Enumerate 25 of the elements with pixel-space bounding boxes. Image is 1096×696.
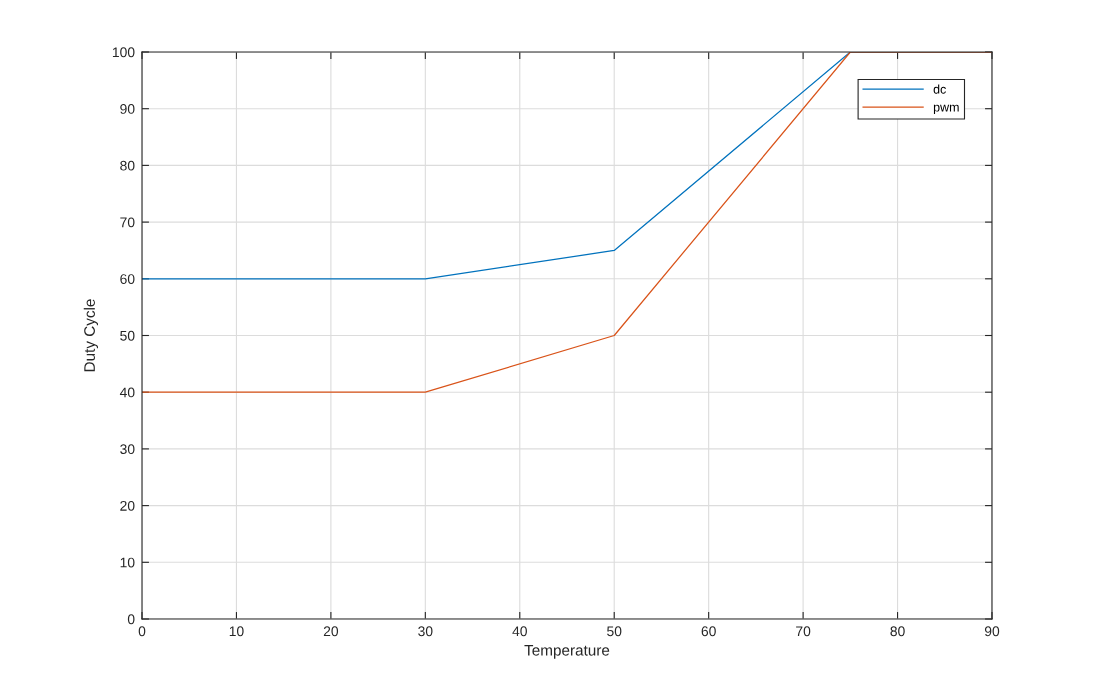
x-tick-label: 90: [984, 626, 1000, 637]
legend-label: dc: [933, 84, 946, 94]
x-tick-label: 40: [512, 626, 527, 637]
x-tick-label: 0: [138, 626, 146, 637]
y-tick-label: 10: [120, 557, 135, 568]
y-tick-label: 60: [120, 274, 135, 284]
y-tick-label: 90: [120, 104, 135, 114]
legend-label: pwm: [933, 104, 959, 115]
x-tick-label: 20: [323, 626, 339, 637]
y-axis-title: Duty Cycle: [83, 299, 98, 372]
y-tick-label: 100: [112, 47, 135, 58]
x-axis-title: Temperature: [524, 645, 610, 659]
x-tick-label: 50: [607, 626, 622, 637]
y-tick-label: 50: [120, 330, 135, 341]
y-tick-label: 20: [120, 500, 135, 511]
y-tick-label: 30: [120, 444, 135, 455]
y-tick-label: 40: [119, 387, 135, 398]
x-tick-label: 30: [418, 626, 433, 637]
y-tick-label: 0: [127, 614, 135, 625]
y-tick-label: 70: [120, 217, 135, 228]
y-tick-label: 80: [120, 160, 135, 171]
x-tick-label: 80: [890, 626, 905, 637]
x-tick-label: 10: [229, 626, 244, 637]
x-tick-label: 70: [796, 626, 811, 637]
x-tick-label: 60: [701, 626, 716, 637]
